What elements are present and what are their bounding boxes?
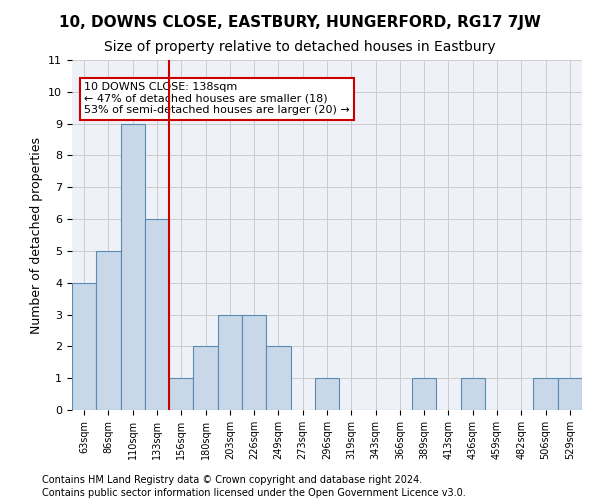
Bar bbox=[533, 378, 558, 410]
Y-axis label: Number of detached properties: Number of detached properties bbox=[30, 136, 43, 334]
Bar bbox=[169, 378, 193, 410]
Bar bbox=[412, 378, 436, 410]
Bar bbox=[193, 346, 218, 410]
Text: 10, DOWNS CLOSE, EASTBURY, HUNGERFORD, RG17 7JW: 10, DOWNS CLOSE, EASTBURY, HUNGERFORD, R… bbox=[59, 15, 541, 30]
Bar bbox=[315, 378, 339, 410]
Text: Contains public sector information licensed under the Open Government Licence v3: Contains public sector information licen… bbox=[42, 488, 466, 498]
Bar bbox=[218, 314, 242, 410]
Text: Size of property relative to detached houses in Eastbury: Size of property relative to detached ho… bbox=[104, 40, 496, 54]
Bar bbox=[72, 282, 96, 410]
Bar bbox=[461, 378, 485, 410]
Bar bbox=[96, 251, 121, 410]
Bar bbox=[558, 378, 582, 410]
Bar bbox=[121, 124, 145, 410]
Bar bbox=[242, 314, 266, 410]
Text: 10 DOWNS CLOSE: 138sqm
← 47% of detached houses are smaller (18)
53% of semi-det: 10 DOWNS CLOSE: 138sqm ← 47% of detached… bbox=[84, 82, 350, 116]
Bar bbox=[266, 346, 290, 410]
Bar bbox=[145, 219, 169, 410]
Text: Contains HM Land Registry data © Crown copyright and database right 2024.: Contains HM Land Registry data © Crown c… bbox=[42, 475, 422, 485]
